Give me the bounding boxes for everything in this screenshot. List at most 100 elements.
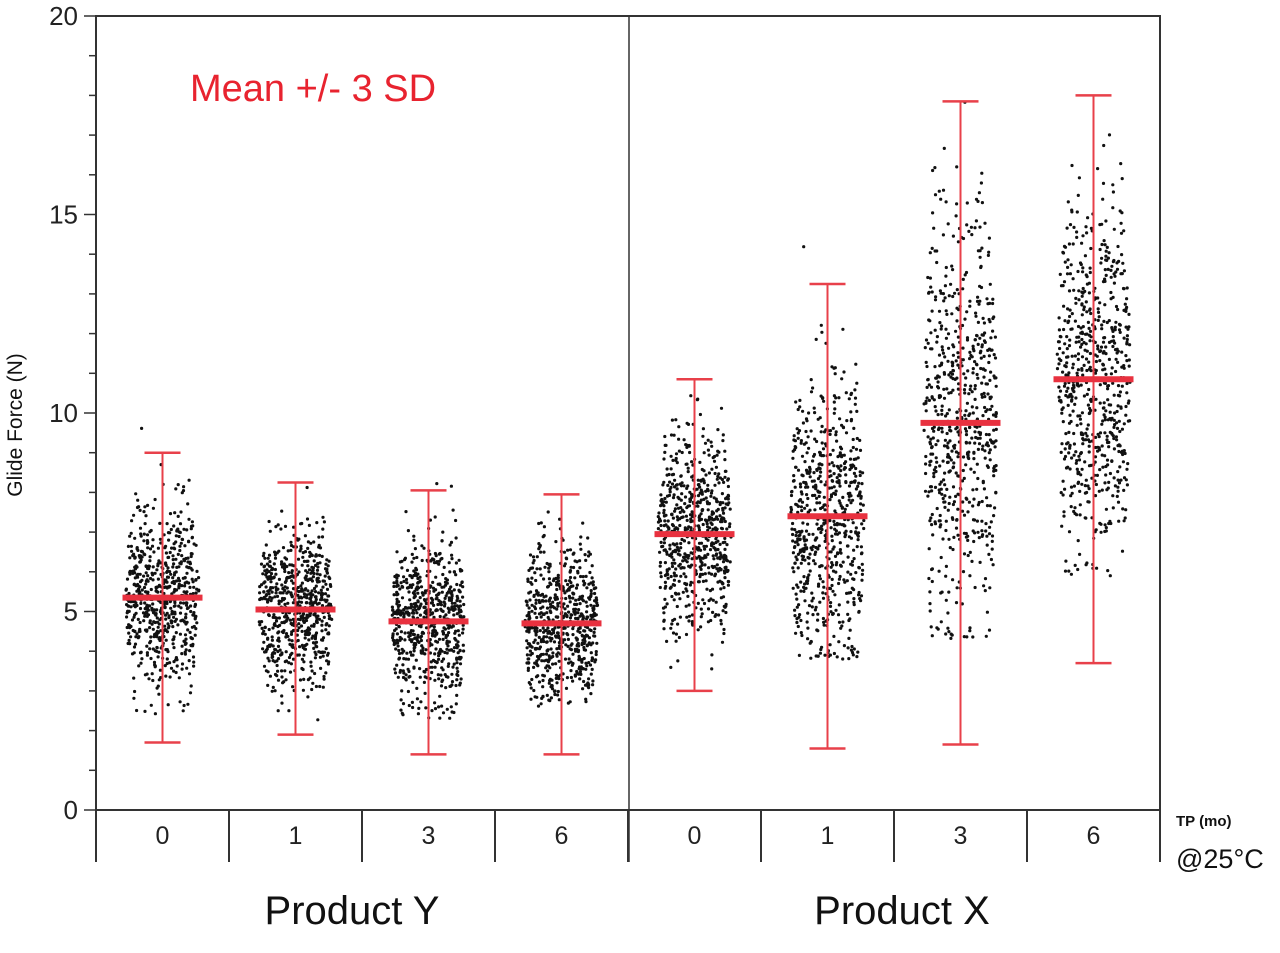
data-point <box>814 337 818 341</box>
data-point <box>707 471 712 475</box>
data-point <box>142 619 146 623</box>
data-point <box>943 500 947 504</box>
data-point <box>573 559 577 563</box>
data-point <box>274 648 278 652</box>
data-point <box>719 567 723 572</box>
data-point <box>718 542 722 547</box>
data-point <box>546 510 550 514</box>
data-point <box>1097 315 1101 319</box>
data-point <box>1116 360 1120 364</box>
data-point <box>155 608 159 612</box>
data-point <box>410 560 414 564</box>
data-point <box>679 474 683 478</box>
data-point <box>300 666 304 671</box>
data-point <box>828 587 833 591</box>
data-point <box>1076 352 1081 356</box>
data-point <box>675 483 679 487</box>
data-point <box>937 395 942 400</box>
data-point <box>710 444 714 448</box>
data-point <box>138 606 143 611</box>
data-point <box>849 648 854 652</box>
data-point <box>685 589 689 593</box>
data-point <box>142 574 146 578</box>
data-point <box>1112 476 1116 480</box>
data-point <box>838 417 842 421</box>
data-point <box>555 681 559 685</box>
data-point <box>561 588 566 593</box>
data-point <box>662 508 666 512</box>
data-point <box>1104 526 1108 530</box>
data-point <box>667 526 671 530</box>
data-point <box>298 549 302 553</box>
data-point <box>151 627 155 631</box>
data-point <box>191 642 195 646</box>
data-point <box>669 553 673 557</box>
data-point <box>283 569 287 574</box>
data-point <box>834 570 838 574</box>
data-point <box>933 365 937 369</box>
data-point <box>448 570 452 574</box>
data-point <box>950 633 954 637</box>
data-point <box>838 550 842 555</box>
data-point <box>1074 301 1078 305</box>
data-point <box>535 615 539 620</box>
data-point <box>327 624 331 628</box>
data-point <box>670 555 674 559</box>
data-point <box>567 657 571 661</box>
data-point <box>437 562 441 566</box>
data-point <box>313 595 317 599</box>
data-point <box>665 602 669 606</box>
data-point <box>317 650 321 654</box>
data-point <box>696 494 701 498</box>
data-point <box>839 564 843 568</box>
data-point <box>860 551 864 555</box>
data-point <box>1103 268 1107 272</box>
data-point <box>846 570 850 574</box>
data-point <box>951 353 956 357</box>
data-point <box>795 597 799 601</box>
data-point <box>956 363 960 367</box>
data-point <box>1086 423 1090 427</box>
data-point <box>424 648 428 652</box>
data-point <box>578 677 582 681</box>
data-point <box>190 568 194 572</box>
data-point <box>416 581 420 585</box>
data-point <box>535 662 539 666</box>
data-point <box>326 594 330 598</box>
data-point <box>971 367 975 371</box>
data-point <box>273 550 277 554</box>
data-point <box>455 582 459 587</box>
data-point <box>685 560 689 564</box>
data-point <box>707 566 711 570</box>
data-point <box>924 360 928 364</box>
data-point <box>133 629 137 634</box>
data-point <box>567 594 572 599</box>
data-point <box>1125 337 1129 342</box>
data-point <box>168 570 172 574</box>
data-point <box>180 537 184 541</box>
data-point <box>583 683 588 687</box>
data-point <box>324 582 328 586</box>
data-point <box>588 663 593 667</box>
data-point <box>542 635 546 639</box>
data-point <box>168 550 172 555</box>
data-point <box>1107 133 1112 137</box>
data-point <box>274 585 278 589</box>
data-point <box>952 500 957 504</box>
data-point <box>1120 177 1124 181</box>
data-point <box>594 658 598 662</box>
data-point <box>430 665 434 669</box>
data-point <box>701 579 706 584</box>
data-point <box>275 663 279 668</box>
data-point <box>277 639 281 643</box>
data-point <box>171 625 175 629</box>
data-point <box>157 584 161 588</box>
data-point <box>992 464 997 469</box>
data-point <box>1118 465 1122 469</box>
data-point <box>269 580 273 584</box>
data-point <box>568 600 572 604</box>
data-point <box>702 556 706 560</box>
data-point <box>409 606 413 610</box>
data-point <box>1066 441 1070 445</box>
data-point <box>300 587 304 591</box>
